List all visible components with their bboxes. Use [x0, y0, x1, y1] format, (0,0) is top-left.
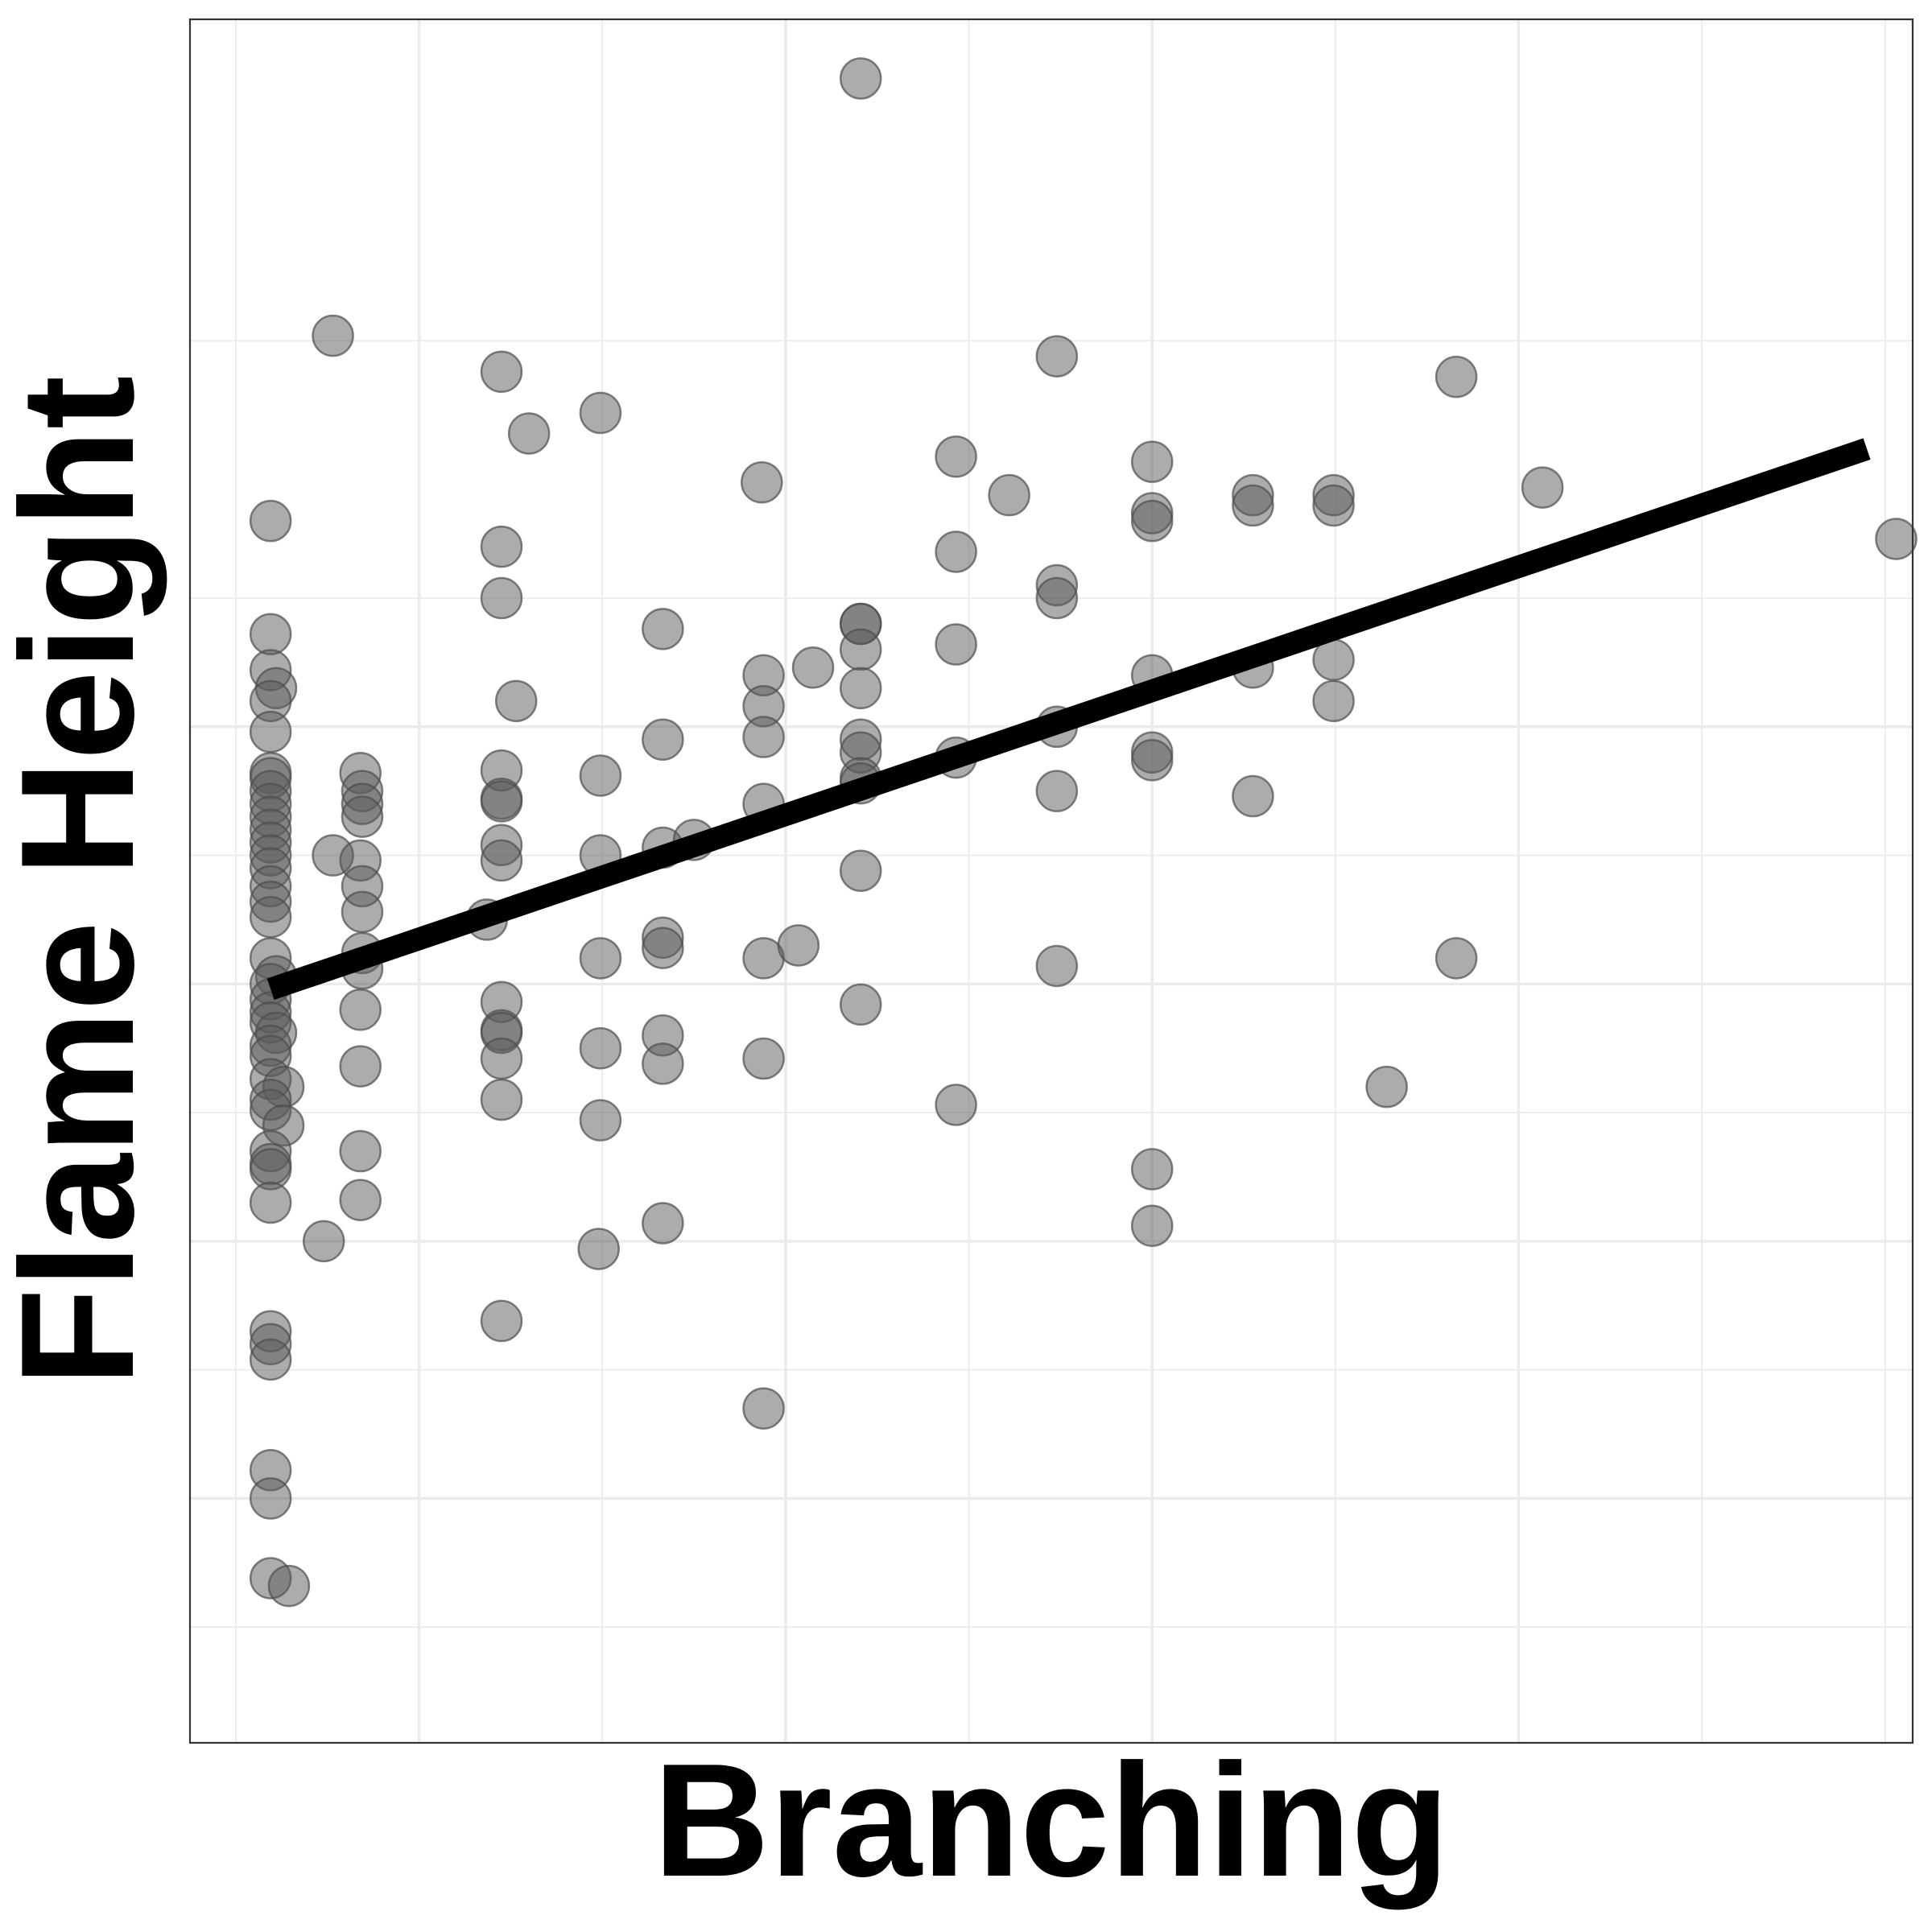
data-point-79: [579, 937, 622, 980]
data-point-123: [1035, 770, 1079, 812]
data-point-17: [249, 895, 292, 939]
data-point-100: [791, 646, 835, 689]
data-point-111: [839, 849, 882, 892]
data-point-67: [480, 839, 523, 882]
data-point-143: [1435, 937, 1478, 980]
x-axis-title: Branching: [654, 1731, 1450, 1910]
data-point-65: [480, 780, 523, 823]
data-point-105: [839, 628, 882, 671]
data-point-134: [1232, 484, 1274, 527]
data-point-55: [339, 989, 382, 1031]
data-point-130: [1130, 739, 1174, 782]
data-point-92: [741, 460, 783, 504]
data-point-75: [507, 412, 551, 455]
data-point-1: [249, 613, 292, 655]
data-point-125: [1130, 440, 1174, 483]
data-point-0: [249, 499, 292, 543]
data-point-117: [935, 1084, 977, 1126]
data-point-84: [642, 718, 684, 761]
data-point-62: [494, 679, 538, 723]
data-point-144: [1521, 466, 1564, 509]
data-point-140: [1312, 679, 1355, 723]
data-point-57: [339, 1129, 382, 1173]
data-point-49: [341, 795, 384, 838]
data-point-141: [1365, 1065, 1408, 1108]
data-point-5: [249, 710, 292, 753]
data-point-119: [1035, 335, 1079, 378]
data-point-102: [839, 57, 882, 100]
data-point-98: [742, 1037, 785, 1080]
data-point-124: [1035, 944, 1079, 988]
data-point-52: [341, 890, 384, 934]
data-point-43: [312, 314, 354, 357]
data-points: [249, 57, 1918, 1608]
data-point-91: [642, 1202, 684, 1245]
data-point-88: [642, 927, 684, 969]
data-point-42: [267, 1564, 311, 1608]
data-point-77: [579, 754, 622, 797]
data-point-114: [935, 530, 977, 573]
data-point-118: [988, 473, 1030, 517]
data-point-59: [480, 350, 523, 394]
data-point-95: [742, 716, 785, 758]
data-point-101: [742, 1387, 785, 1430]
data-point-99: [777, 924, 820, 967]
data-point-113: [935, 435, 977, 478]
data-point-80: [579, 1026, 622, 1070]
data-point-90: [642, 1042, 684, 1085]
data-point-60: [480, 525, 523, 568]
data-point-35: [249, 1181, 292, 1224]
data-point-76: [579, 391, 622, 435]
y-axis-title: Flame Height: [0, 376, 167, 1387]
data-point-136: [1232, 774, 1274, 818]
data-point-56: [339, 1045, 382, 1088]
data-point-72: [480, 1037, 523, 1080]
data-point-142: [1435, 355, 1478, 398]
data-point-58: [339, 1179, 382, 1221]
data-point-81: [579, 1099, 622, 1141]
data-point-82: [577, 1228, 620, 1270]
data-point-121: [1035, 576, 1079, 620]
data-point-74: [480, 1299, 523, 1343]
data-point-131: [1130, 1148, 1174, 1191]
trend-line: [266, 438, 1871, 1000]
data-point-83: [642, 608, 684, 650]
plot-panel-border: [188, 18, 1914, 1744]
data-point-127: [1130, 499, 1174, 543]
data-point-38: [249, 1338, 292, 1381]
data-point-115: [935, 623, 977, 666]
data-point-145: [1875, 518, 1918, 560]
data-point-40: [249, 1477, 292, 1520]
data-point-61: [480, 576, 523, 620]
data-point-45: [302, 1220, 345, 1263]
data-point-112: [839, 983, 882, 1026]
data-point-138: [1312, 484, 1355, 527]
data-point-132: [1130, 1204, 1174, 1247]
data-point-106: [839, 667, 882, 710]
data-point-73: [480, 1078, 523, 1121]
